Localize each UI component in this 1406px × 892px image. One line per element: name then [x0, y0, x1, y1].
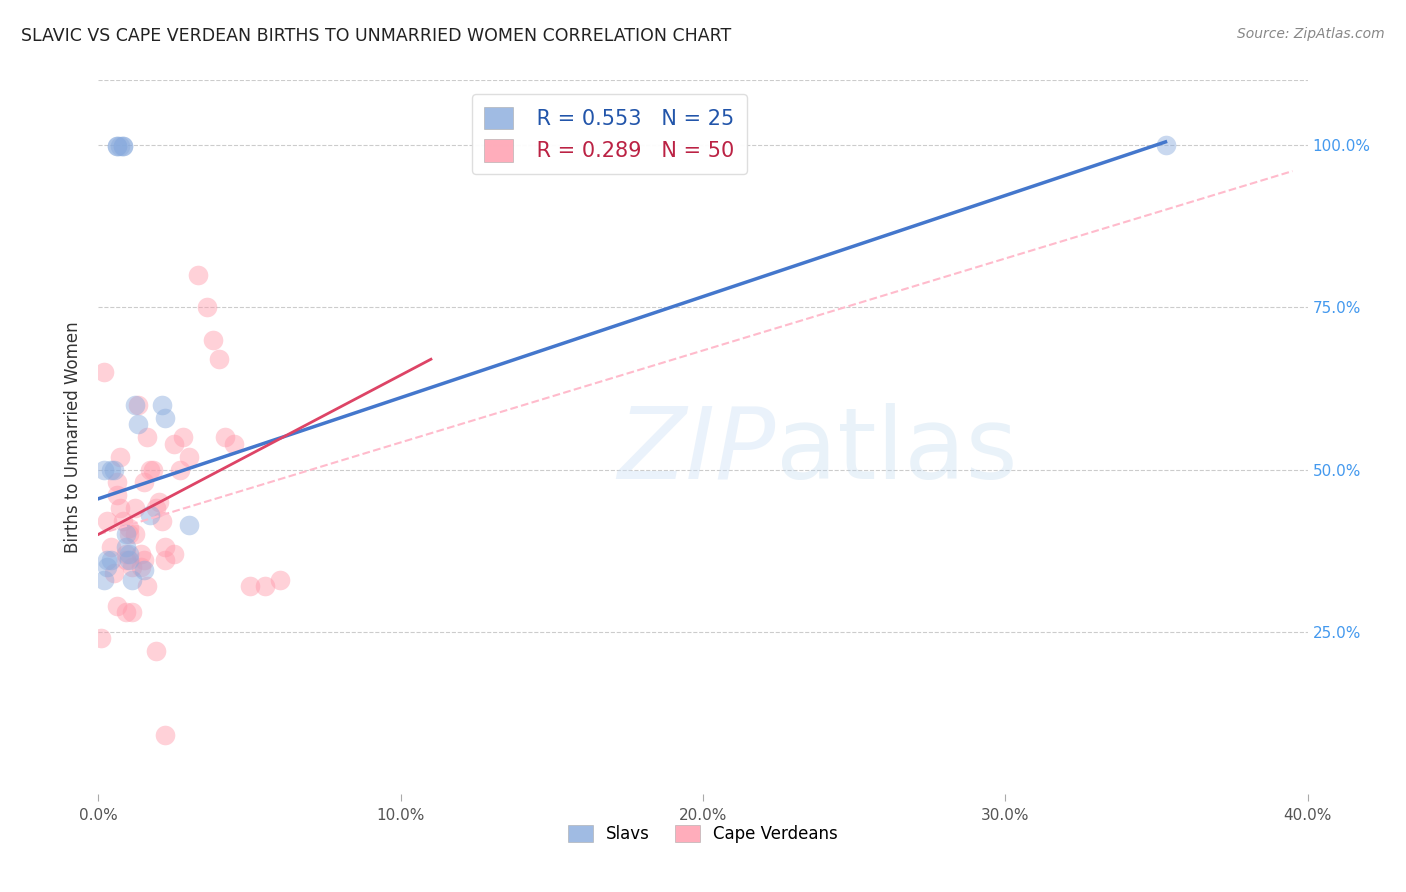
Point: [253, 579, 276, 593]
Point: [145, 644, 167, 658]
Point: [108, 501, 131, 516]
Point: [132, 475, 155, 490]
Point: [153, 729, 176, 743]
Point: [100, 553, 122, 567]
Point: [118, 521, 141, 535]
Point: [118, 527, 141, 541]
Point: [179, 517, 201, 532]
Point: [153, 553, 176, 567]
Point: [111, 138, 134, 153]
Point: [111, 515, 134, 529]
Point: [224, 436, 246, 450]
Point: [172, 430, 194, 444]
Point: [179, 450, 201, 464]
Point: [90, 631, 112, 645]
Point: [100, 462, 122, 476]
Point: [169, 462, 191, 476]
Point: [108, 450, 131, 464]
Point: [114, 541, 136, 555]
Text: atlas: atlas: [776, 403, 1017, 500]
Text: Source: ZipAtlas.com: Source: ZipAtlas.com: [1237, 27, 1385, 41]
Point: [135, 579, 157, 593]
Point: [96, 553, 118, 567]
Point: [100, 541, 122, 555]
Point: [121, 559, 143, 574]
Point: [127, 398, 149, 412]
Point: [114, 527, 136, 541]
Point: [139, 462, 162, 476]
Point: [187, 268, 209, 282]
Point: [208, 352, 231, 367]
Point: [239, 579, 262, 593]
Point: [145, 501, 167, 516]
Point: [111, 138, 134, 153]
Point: [118, 547, 141, 561]
Point: [114, 605, 136, 619]
Point: [163, 436, 186, 450]
Point: [127, 417, 149, 431]
Point: [96, 559, 118, 574]
Point: [135, 430, 157, 444]
Point: [93, 462, 115, 476]
Text: SLAVIC VS CAPE VERDEAN BIRTHS TO UNMARRIED WOMEN CORRELATION CHART: SLAVIC VS CAPE VERDEAN BIRTHS TO UNMARRI…: [21, 27, 731, 45]
Point: [163, 547, 186, 561]
Point: [153, 541, 176, 555]
Point: [108, 138, 131, 153]
Point: [150, 398, 173, 412]
Point: [118, 553, 141, 567]
Point: [269, 573, 291, 587]
Point: [105, 138, 128, 153]
Point: [105, 475, 128, 490]
Point: [114, 547, 136, 561]
Point: [142, 462, 165, 476]
Point: [93, 573, 115, 587]
Point: [1154, 138, 1177, 153]
Point: [105, 599, 128, 613]
Point: [124, 398, 146, 412]
Point: [121, 605, 143, 619]
Point: [124, 501, 146, 516]
Point: [96, 515, 118, 529]
Point: [105, 488, 128, 502]
Text: ZIP: ZIP: [617, 403, 776, 500]
Point: [129, 547, 152, 561]
Point: [195, 301, 218, 315]
Point: [124, 527, 146, 541]
Point: [150, 515, 173, 529]
Point: [132, 553, 155, 567]
Y-axis label: Births to Unmarried Women: Births to Unmarried Women: [63, 321, 82, 553]
Point: [93, 365, 115, 379]
Point: [132, 563, 155, 577]
Point: [129, 559, 152, 574]
Point: [105, 138, 128, 153]
Legend: Slavs, Cape Verdeans: Slavs, Cape Verdeans: [561, 818, 845, 850]
Point: [103, 462, 125, 476]
Point: [121, 573, 143, 587]
Point: [139, 508, 162, 522]
Point: [214, 430, 236, 444]
Point: [103, 566, 125, 581]
Point: [148, 495, 170, 509]
Point: [202, 333, 225, 347]
Point: [153, 410, 176, 425]
Point: [114, 553, 136, 567]
